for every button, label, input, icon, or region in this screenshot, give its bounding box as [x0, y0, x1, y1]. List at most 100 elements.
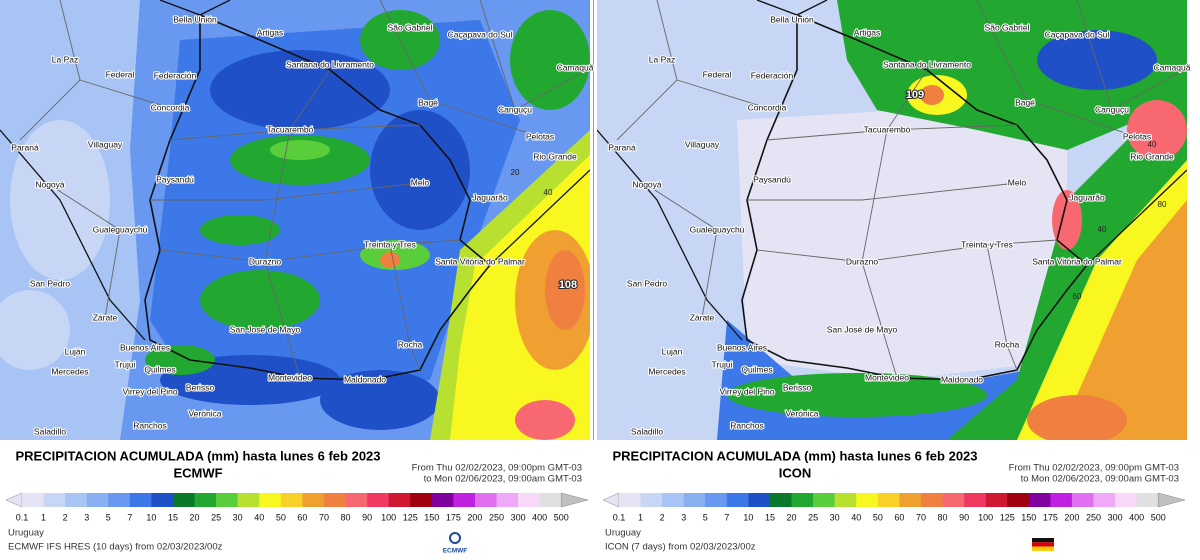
color-bin: [86, 493, 109, 507]
city-label: Tacuarembó: [267, 124, 314, 134]
color-bin: [259, 493, 282, 507]
city-label: Verónica: [188, 408, 221, 418]
scale-label: 50: [873, 512, 883, 522]
scale-label: 500: [554, 512, 569, 522]
color-bin: [172, 493, 195, 507]
color-bin: [280, 493, 303, 507]
flag-stripe: [1032, 538, 1054, 543]
scale-label: 50: [276, 512, 286, 522]
city-label: Caçapava do Sul: [448, 29, 513, 39]
color-bin: [194, 493, 217, 507]
color-bin: [151, 493, 174, 507]
contour-label: 20: [511, 168, 520, 177]
color-bin: [345, 493, 368, 507]
scale-label: 250: [489, 512, 504, 522]
city-label: Mercedes: [51, 366, 88, 376]
region: Uruguay: [8, 528, 44, 539]
city-label: São Gabriel: [985, 22, 1030, 32]
city-label: Zárate: [690, 312, 715, 322]
bar-arrow-left: [5, 492, 23, 508]
scale-label: 500: [1151, 512, 1166, 522]
scale-label: 90: [959, 512, 969, 522]
color-bin: [619, 493, 641, 507]
city-label: Rio Grande: [1130, 151, 1174, 161]
contour-label: 40: [1148, 140, 1157, 149]
scale-label: 1: [41, 512, 46, 522]
city-label: Artigas: [854, 27, 880, 37]
city-label: Mercedes: [648, 366, 685, 376]
city-label: Bagé: [1015, 97, 1035, 107]
scale-label: 30: [830, 512, 840, 522]
scale-label: 2: [660, 512, 665, 522]
scale-label: 400: [532, 512, 547, 522]
city-label: Rocha: [995, 339, 1020, 349]
color-bin: [1007, 493, 1030, 507]
footer: ICON (7 days) from 02/03/2023/00z: [605, 542, 756, 553]
model: ICON: [779, 465, 812, 480]
scale-label: 100: [978, 512, 993, 522]
city-label: Concordia: [748, 102, 787, 112]
color-bin: [388, 493, 411, 507]
city-label: Durazno: [249, 256, 281, 266]
city-label: Luján: [65, 346, 86, 356]
city-label: Villaguay: [685, 139, 720, 149]
color-bin: [129, 493, 152, 507]
city-label: Montevideo: [268, 372, 312, 382]
scale-label: 25: [808, 512, 818, 522]
city-label: Zárate: [93, 312, 118, 322]
color-bin: [1028, 493, 1051, 507]
max-label: 108: [559, 279, 577, 291]
city-label: Santana do Livramento: [286, 59, 374, 69]
scale-label: 175: [446, 512, 461, 522]
city-label: Melo: [411, 177, 430, 187]
city-label: Rio Grande: [533, 151, 577, 161]
scale-label: 150: [424, 512, 439, 522]
city-label: Treinta y Tres: [961, 239, 1013, 249]
city-label: La Paz: [649, 54, 675, 64]
city-label: Ranchos: [133, 420, 167, 430]
color-bin: [453, 493, 476, 507]
city-label: Pelotas: [526, 131, 554, 141]
color-bin: [985, 493, 1008, 507]
scale-label: 80: [341, 512, 351, 522]
scale-label: 40: [851, 512, 861, 522]
color-bin: [496, 493, 519, 507]
color-bin: [640, 493, 663, 507]
city-label: Quilmes: [741, 364, 772, 374]
footer: ECMWF IFS HRES (10 days) from 02/03/2023…: [8, 542, 223, 553]
city-label: Ranchos: [730, 420, 764, 430]
city-label: San Pedro: [627, 278, 667, 288]
city-label: Caçapava do Sul: [1045, 29, 1110, 39]
city-label: Canguçu: [1095, 104, 1129, 114]
city-label: Rocha: [398, 339, 423, 349]
city-label: Bella Unión: [770, 14, 814, 24]
city-label: Paraná: [11, 142, 39, 152]
city-label: Buenos Aires: [120, 342, 170, 352]
color-bin: [662, 493, 685, 507]
color-bin: [108, 493, 131, 507]
city-label: Camaquã: [557, 62, 594, 72]
city-label: Paraná: [608, 142, 636, 152]
scale-label: 175: [1043, 512, 1058, 522]
scale-label: 200: [467, 512, 482, 522]
city-label: Bella Unión: [173, 14, 217, 24]
city-label: Santa Vitória do Palmar: [1032, 256, 1122, 266]
color-bin: [877, 493, 900, 507]
color-bin: [216, 493, 238, 507]
scale-label: 10: [146, 512, 156, 522]
city-label: Jaguarão: [1069, 192, 1105, 202]
scale-label: 3: [84, 512, 89, 522]
scale-label: 250: [1086, 512, 1101, 522]
color-bin: [856, 493, 879, 507]
color-bin: [834, 493, 857, 507]
city-label: Gualeguaychú: [93, 224, 148, 234]
color-bin: [367, 493, 389, 507]
city-label: Virrey del Pino: [719, 386, 774, 396]
scale-label: 15: [168, 512, 178, 522]
scale-label: 1: [638, 512, 643, 522]
color-bin: [726, 493, 749, 507]
scale-label: 30: [233, 512, 243, 522]
scale-label: 400: [1129, 512, 1144, 522]
flag-stripe: [1032, 546, 1054, 551]
city-label: Saladillo: [631, 426, 663, 436]
